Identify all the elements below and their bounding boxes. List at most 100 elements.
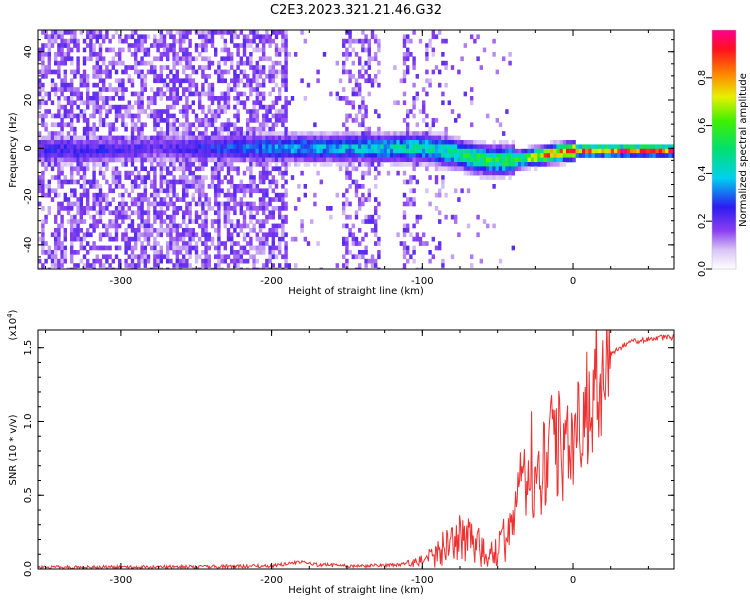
heatmap-cell [159, 179, 163, 185]
heatmap-cell [60, 184, 64, 189]
heatmap-cell [137, 104, 141, 110]
heatmap-cell [92, 91, 96, 97]
heatmap-cell [185, 162, 189, 167]
heatmap-cell [178, 245, 183, 251]
heatmap-cell [118, 214, 122, 220]
heatmap-cell [553, 148, 557, 154]
heatmap-cell [255, 82, 259, 88]
heatmap-cell [249, 65, 253, 70]
heatmap-cell [470, 254, 474, 260]
heatmap-cell [47, 47, 51, 53]
heatmap-cell [47, 56, 51, 62]
heatmap-cell [44, 166, 48, 172]
heatmap-cell [358, 241, 362, 246]
heatmap-cell [271, 250, 275, 255]
heatmap-cell [255, 60, 259, 66]
heatmap-cell [41, 175, 45, 180]
heatmap-cell [198, 135, 202, 141]
heatmap-cell [63, 144, 67, 150]
heatmap-cell [178, 38, 183, 44]
heatmap-cell [63, 179, 67, 185]
heatmap-cell [249, 162, 253, 167]
heatmap-cell [217, 245, 221, 251]
heatmap-cell [150, 184, 154, 189]
heatmap-cell [268, 184, 272, 189]
heatmap-cell [351, 100, 355, 106]
heatmap-cell [623, 153, 627, 158]
heatmap-cell [127, 100, 131, 106]
heatmap-cell [258, 144, 263, 150]
heatmap-cell [127, 254, 131, 260]
heatmap-cell [178, 223, 183, 229]
heatmap-cell [367, 38, 371, 44]
heatmap-cell [150, 228, 154, 233]
heatmap-cell [438, 210, 442, 216]
heatmap-cell [70, 157, 74, 163]
heatmap-cell [137, 148, 141, 154]
heatmap-cell [130, 188, 135, 194]
heatmap-cell [569, 157, 573, 163]
heatmap-cell [188, 201, 192, 207]
heatmap-cell [63, 69, 67, 75]
heatmap-cell [370, 140, 375, 145]
heatmap-cell [476, 56, 480, 62]
heatmap-cell [44, 148, 48, 154]
heatmap-cell [575, 148, 579, 154]
heatmap-cell [50, 69, 55, 75]
heatmap-cell [441, 38, 445, 44]
heatmap-cell [102, 144, 106, 150]
heatmap-cell [185, 74, 189, 79]
heatmap-cell [463, 166, 467, 172]
heatmap-cell [242, 74, 247, 79]
heatmap-cell [124, 135, 128, 141]
heatmap-cell [73, 192, 77, 198]
heatmap-cell [50, 43, 55, 48]
heatmap-cell [146, 157, 151, 163]
heatmap-cell [310, 148, 314, 154]
heatmap-cell [575, 153, 579, 158]
heatmap-cell [130, 140, 135, 145]
heatmap-cell [364, 38, 368, 44]
heatmap-cell [127, 74, 131, 79]
heatmap-cell [89, 223, 93, 229]
heatmap-cell [418, 148, 423, 154]
heatmap-cell [492, 157, 496, 163]
heatmap-cell [207, 135, 211, 141]
heatmap-cell [473, 140, 477, 145]
heatmap-cell [79, 157, 83, 163]
heatmap-cell [169, 157, 173, 163]
heatmap-cell [498, 140, 503, 145]
heatmap-cell [258, 140, 263, 145]
heatmap-cell [159, 30, 163, 35]
heatmap-cell [348, 74, 352, 79]
heatmap-cell [271, 206, 275, 211]
heatmap-cell [118, 56, 122, 62]
heatmap-cell [153, 74, 157, 79]
heatmap-cell [178, 232, 183, 238]
heatmap-cell [60, 250, 64, 255]
heatmap-cell [345, 113, 349, 119]
heatmap-cell [284, 135, 288, 141]
heatmap-cell [207, 184, 211, 189]
heatmap-cell [172, 179, 176, 185]
heatmap-cell [134, 153, 138, 158]
heatmap-cell [57, 47, 61, 53]
heatmap-cell [185, 188, 189, 194]
heatmap-cell [63, 122, 67, 128]
heatmap-cell [502, 162, 506, 167]
heatmap-cell [236, 250, 240, 255]
heatmap-cell [265, 56, 269, 62]
heatmap-cell [434, 131, 439, 136]
heatmap-cell [434, 135, 439, 141]
heatmap-cell [121, 232, 125, 238]
heatmap-cell [182, 263, 186, 268]
heatmap-cell [82, 166, 87, 172]
heatmap-cell [342, 65, 346, 70]
heatmap-cell [364, 197, 368, 202]
heatmap-cell [271, 245, 275, 251]
heatmap-cell [409, 175, 413, 180]
heatmap-cell [303, 135, 307, 141]
heatmap-cell [95, 157, 99, 163]
heatmap-cell [233, 87, 237, 92]
